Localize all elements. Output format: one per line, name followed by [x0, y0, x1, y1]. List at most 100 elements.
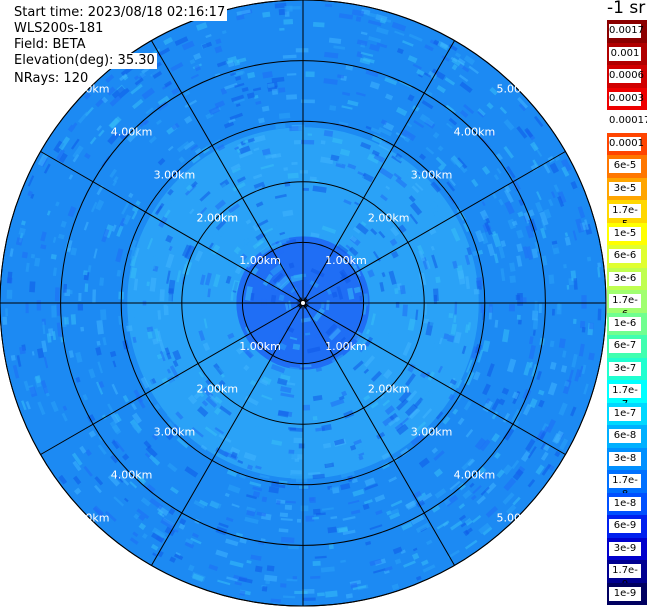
- data-cell: [293, 139, 303, 145]
- data-cell: [525, 438, 536, 452]
- data-cell: [358, 452, 365, 457]
- data-cell: [411, 490, 423, 500]
- data-cell: [385, 185, 391, 190]
- data-cell: [333, 438, 345, 446]
- data-cell: [305, 515, 315, 522]
- data-cell: [381, 17, 392, 23]
- data-cell: [553, 430, 564, 444]
- azimuth-spoke: [151, 302, 304, 566]
- data-cell: [330, 154, 340, 162]
- data-cell: [278, 333, 286, 341]
- data-cell: [301, 153, 314, 159]
- data-cell: [92, 505, 105, 517]
- data-cell: [215, 219, 227, 231]
- data-cell: [138, 522, 147, 531]
- data-cell: [315, 512, 326, 516]
- data-cell: [370, 313, 376, 326]
- data-cell: [422, 408, 433, 419]
- data-cell: [300, 364, 312, 368]
- data-cell: [249, 481, 262, 487]
- data-cell: [584, 219, 590, 230]
- data-cell: [321, 424, 332, 432]
- data-cell: [322, 507, 334, 511]
- data-cell: [325, 323, 338, 336]
- data-cell: [324, 51, 339, 59]
- data-cell: [225, 538, 239, 547]
- data-cell: [382, 369, 393, 379]
- data-cell: [463, 400, 472, 411]
- data-cell: [239, 473, 247, 479]
- instrument-label: WLS200s-181: [12, 21, 106, 37]
- data-cell: [538, 399, 545, 408]
- data-cell: [286, 286, 294, 294]
- data-cell: [286, 326, 295, 333]
- data-cell: [416, 171, 421, 176]
- data-cell: [243, 364, 250, 371]
- data-cell: [283, 167, 288, 171]
- data-cell: [535, 464, 545, 475]
- data-cell: [216, 60, 228, 68]
- data-cell: [174, 36, 189, 47]
- data-cell: [378, 140, 393, 152]
- data-cell: [252, 173, 263, 180]
- data-cell: [535, 201, 544, 213]
- data-cell: [409, 408, 421, 420]
- data-cell: [348, 246, 359, 257]
- data-cell: [9, 248, 14, 257]
- data-cell: [111, 85, 126, 99]
- data-cell: [247, 464, 253, 470]
- data-cell: [549, 162, 560, 174]
- data-cell: [448, 313, 454, 319]
- data-cell: [217, 579, 231, 586]
- data-cell: [87, 265, 92, 273]
- data-cell: [428, 226, 437, 236]
- data-cell: [261, 586, 268, 592]
- data-cell: [570, 181, 578, 190]
- data-cell: [352, 226, 361, 234]
- range-ring-label: 3.00km: [154, 426, 196, 439]
- data-cell: [394, 30, 405, 36]
- data-cell: [529, 336, 534, 345]
- data-cell: [101, 414, 107, 420]
- data-cell: [229, 560, 244, 568]
- data-cell: [433, 294, 438, 304]
- data-cell: [162, 199, 173, 211]
- data-cell: [277, 377, 288, 386]
- data-cell: [279, 278, 292, 290]
- data-cell: [493, 174, 500, 181]
- data-cell: [73, 462, 80, 470]
- colorbar-swatch: 0.001: [607, 42, 647, 65]
- data-cell: [242, 139, 249, 144]
- data-cell: [261, 376, 272, 386]
- data-cell: [502, 492, 515, 505]
- data-cell: [412, 547, 418, 552]
- data-cell: [48, 328, 54, 337]
- data-cell: [208, 564, 219, 571]
- data-cell: [151, 433, 159, 441]
- data-cell: [253, 147, 260, 152]
- data-cell: [540, 451, 549, 461]
- data-cell: [178, 156, 186, 164]
- data-cell: [170, 62, 184, 72]
- range-ring-label: 2.00km: [368, 383, 410, 396]
- data-cell: [502, 464, 513, 475]
- data-cell: [198, 330, 206, 341]
- data-cell: [504, 189, 514, 204]
- data-cell: [111, 440, 120, 450]
- data-cell: [218, 379, 226, 387]
- data-cell: [473, 371, 481, 381]
- data-cell: [534, 300, 538, 314]
- data-cell: [528, 209, 535, 217]
- data-cell: [485, 482, 497, 494]
- data-cell: [56, 322, 62, 337]
- data-cell: [588, 352, 595, 361]
- data-cell: [539, 430, 547, 441]
- data-cell: [339, 148, 351, 157]
- data-cell: [194, 64, 201, 72]
- data-cell: [232, 167, 241, 174]
- data-cell: [474, 344, 482, 354]
- data-cell: [121, 453, 130, 461]
- data-cell: [67, 124, 76, 133]
- data-cell: [492, 231, 497, 236]
- data-cell: [134, 75, 140, 81]
